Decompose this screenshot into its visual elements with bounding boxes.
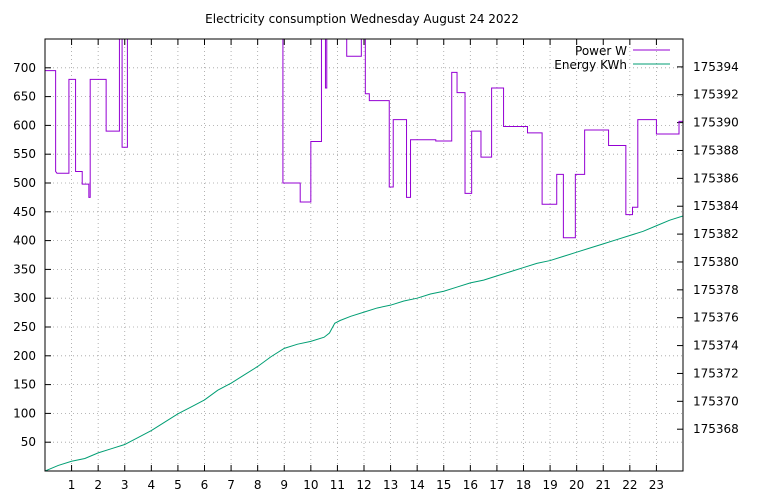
y-tick-label-3: 200 xyxy=(13,349,36,363)
x-tick-label-16: 17 xyxy=(489,478,504,492)
y-tick-label-8: 450 xyxy=(13,205,36,219)
y2-tick-label-12: 175392 xyxy=(693,88,739,102)
x-tick-label-8: 9 xyxy=(280,478,288,492)
y2-tick-label-8: 175384 xyxy=(693,199,739,213)
x-tick-label-1: 2 xyxy=(94,478,102,492)
y2-tick-label-5: 175378 xyxy=(693,283,739,297)
grid xyxy=(45,39,683,471)
x-tick-label-5: 6 xyxy=(201,478,209,492)
x-tick-label-6: 7 xyxy=(227,478,235,492)
y-tick-label-5: 300 xyxy=(13,291,36,305)
x-tick-label-21: 22 xyxy=(622,478,637,492)
x-tick-label-9: 10 xyxy=(303,478,318,492)
y2-tick-label-6: 175380 xyxy=(693,255,739,269)
series-line-power xyxy=(45,39,683,239)
x-tick-label-15: 16 xyxy=(463,478,478,492)
series-line-energy xyxy=(45,215,683,471)
chart-title: Electricity consumption Wednesday August… xyxy=(205,12,519,26)
legend-label-power: Power W xyxy=(575,44,627,58)
plot-frame xyxy=(44,38,684,472)
x-tick-label-11: 12 xyxy=(356,478,371,492)
x-tick-label-18: 19 xyxy=(542,478,557,492)
y-tick-label-9: 500 xyxy=(13,176,36,190)
x-tick-label-14: 15 xyxy=(436,478,451,492)
y-tick-label-7: 400 xyxy=(13,234,36,248)
x-tick-label-12: 13 xyxy=(383,478,398,492)
axis-ticks: 1 2 3 4 5 6 7 8 9 10 11 12 13 14 15 16 17 18 19 20 21 22 23501… xyxy=(13,39,739,492)
x-tick-label-13: 14 xyxy=(410,478,425,492)
y2-tick-label-2: 175372 xyxy=(693,366,739,380)
y2-tick-label-11: 175390 xyxy=(693,116,739,130)
x-tick-label-19: 20 xyxy=(569,478,584,492)
y-tick-label-12: 650 xyxy=(13,90,36,104)
y2-tick-label-3: 175374 xyxy=(693,339,739,353)
x-tick-label-10: 11 xyxy=(330,478,345,492)
x-tick-label-0: 1 xyxy=(68,478,76,492)
y-tick-label-6: 350 xyxy=(13,262,36,276)
y2-tick-label-4: 175376 xyxy=(693,311,739,325)
y-tick-label-13: 700 xyxy=(13,61,36,75)
x-tick-label-7: 8 xyxy=(254,478,262,492)
y-tick-label-11: 600 xyxy=(13,118,36,132)
y2-tick-label-9: 175386 xyxy=(693,171,739,185)
legend-label-energy: Energy KWh xyxy=(554,58,627,72)
y-tick-label-2: 150 xyxy=(13,378,36,392)
x-tick-label-20: 21 xyxy=(596,478,611,492)
x-tick-label-2: 3 xyxy=(121,478,129,492)
legend: Power W Energy KWh xyxy=(554,44,670,72)
y-tick-label-10: 550 xyxy=(13,147,36,161)
series-layer xyxy=(45,39,683,471)
x-tick-label-3: 4 xyxy=(148,478,156,492)
x-tick-label-22: 23 xyxy=(649,478,664,492)
y-tick-label-1: 100 xyxy=(13,406,36,420)
x-tick-label-4: 5 xyxy=(174,478,182,492)
y-tick-label-4: 250 xyxy=(13,320,36,334)
x-tick-label-17: 18 xyxy=(516,478,531,492)
y2-tick-label-0: 175368 xyxy=(693,422,739,436)
y2-tick-label-1: 175370 xyxy=(693,394,739,408)
y2-tick-label-10: 175388 xyxy=(693,143,739,157)
y-tick-label-0: 50 xyxy=(21,435,36,449)
y2-tick-label-13: 175394 xyxy=(693,60,739,74)
y2-tick-label-7: 175382 xyxy=(693,227,739,241)
